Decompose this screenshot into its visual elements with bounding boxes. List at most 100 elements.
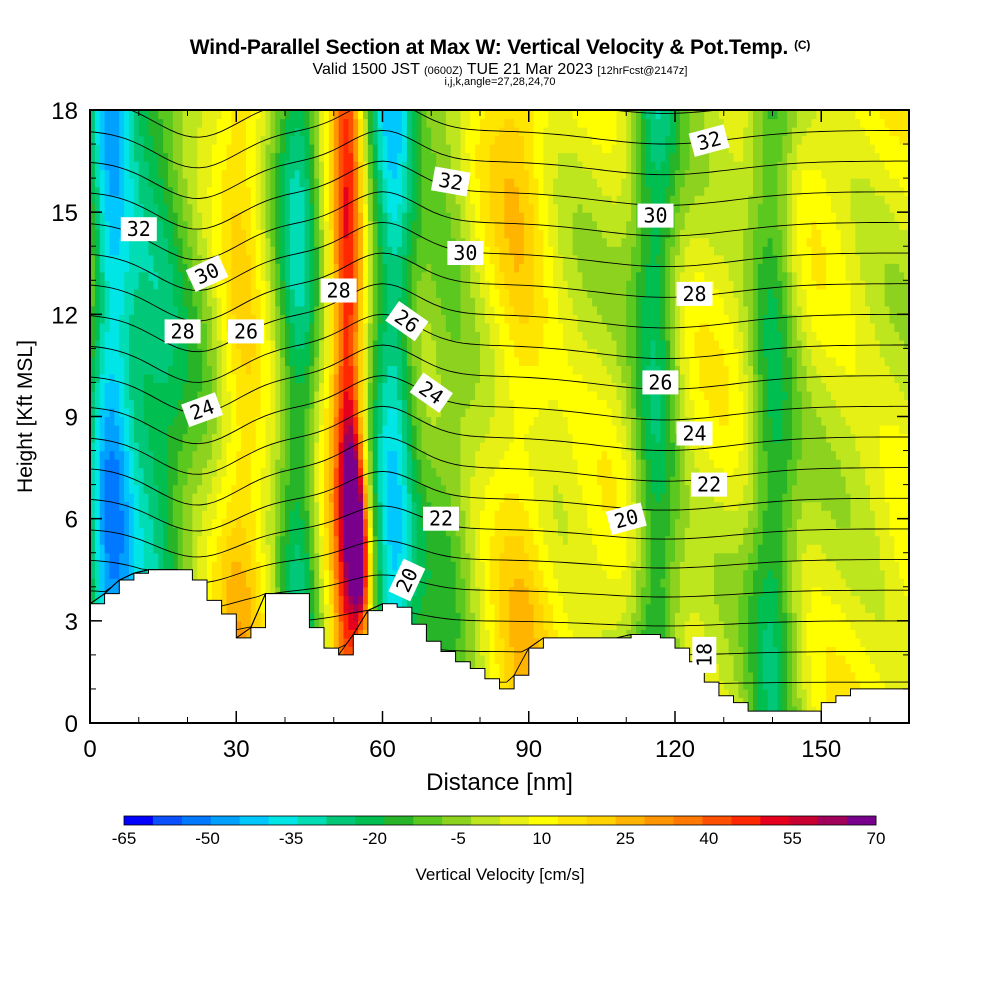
heatmap-cell xyxy=(275,152,281,162)
heatmap-cell xyxy=(367,237,374,247)
heatmap-cell xyxy=(343,399,349,409)
heatmap-cell xyxy=(275,416,281,426)
heatmap-cell xyxy=(265,212,271,222)
heatmap-cell xyxy=(90,510,96,520)
heatmap-cell xyxy=(163,254,169,264)
heatmap-cell xyxy=(129,425,135,435)
heatmap-cell xyxy=(94,501,101,511)
heatmap-cell xyxy=(294,552,301,562)
heatmap-cell xyxy=(168,127,174,137)
heatmap-cell xyxy=(392,527,398,537)
heatmap-cell xyxy=(158,229,164,239)
heatmap-cell xyxy=(211,467,218,477)
heatmap-cell xyxy=(377,442,384,452)
heatmap-cell xyxy=(94,518,101,528)
heatmap-cell xyxy=(138,407,145,418)
heatmap-cell xyxy=(382,263,388,273)
heatmap-cell xyxy=(324,195,330,205)
heatmap-cell xyxy=(216,586,223,596)
heatmap-cell xyxy=(319,322,325,332)
heatmap-cell xyxy=(236,442,242,452)
heatmap-cell xyxy=(333,399,340,409)
heatmap-cell xyxy=(377,246,384,256)
heatmap-cell xyxy=(172,212,179,222)
heatmap-cell xyxy=(124,314,130,324)
heatmap-cell xyxy=(187,467,193,477)
heatmap-cell xyxy=(129,322,135,332)
heatmap-cell xyxy=(109,212,115,222)
heatmap-cell xyxy=(382,186,388,196)
heatmap-cell xyxy=(260,339,267,349)
heatmap-cell xyxy=(314,127,320,137)
heatmap-cell xyxy=(153,552,159,562)
heatmap-cell xyxy=(211,510,218,520)
heatmap-cell xyxy=(260,365,267,375)
heatmap-cell xyxy=(353,578,359,588)
heatmap-cell xyxy=(250,237,257,247)
heatmap-cell xyxy=(187,161,193,171)
heatmap-cell xyxy=(114,373,120,384)
heatmap-cell xyxy=(260,535,267,545)
heatmap-cell xyxy=(367,603,374,613)
heatmap-cell xyxy=(202,373,208,384)
heatmap-cell xyxy=(207,356,213,367)
heatmap-cell xyxy=(221,407,228,418)
heatmap-cell xyxy=(324,382,330,392)
heatmap-cell xyxy=(177,186,184,196)
heatmap-cell xyxy=(270,578,276,588)
heatmap-cell xyxy=(207,518,213,528)
heatmap-cell xyxy=(148,493,154,503)
heatmap-cell xyxy=(109,322,115,332)
heatmap-cell xyxy=(416,110,423,120)
heatmap-cell xyxy=(343,501,349,511)
heatmap-cell xyxy=(324,390,330,401)
heatmap-cell xyxy=(226,348,232,358)
heatmap-cell xyxy=(260,271,267,281)
heatmap-cell xyxy=(270,348,276,358)
heatmap-cell xyxy=(133,365,140,375)
heatmap-cell xyxy=(397,484,403,494)
heatmap-cell xyxy=(421,416,427,426)
heatmap-cell xyxy=(353,152,359,162)
heatmap-cell xyxy=(94,152,101,162)
heatmap-cell xyxy=(246,195,252,205)
heatmap-cell xyxy=(392,450,398,460)
heatmap-cell xyxy=(324,501,330,511)
heatmap-cell xyxy=(348,407,354,418)
heatmap-cell xyxy=(99,195,106,205)
heatmap-cell xyxy=(372,586,379,596)
heatmap-cell xyxy=(363,161,369,171)
heatmap-cell xyxy=(421,425,427,435)
heatmap-cell xyxy=(192,390,198,401)
heatmap-cell xyxy=(236,510,242,520)
heatmap-cell xyxy=(372,339,379,349)
heatmap-cell xyxy=(372,459,379,469)
heatmap-cell xyxy=(363,561,369,571)
heatmap-cell xyxy=(246,144,252,154)
heatmap-cell xyxy=(236,229,242,239)
heatmap-cell xyxy=(109,144,115,154)
heatmap-cell xyxy=(270,169,276,179)
heatmap-cell xyxy=(187,527,193,537)
heatmap-cell xyxy=(353,110,359,120)
heatmap-cell xyxy=(309,169,315,179)
heatmap-cell xyxy=(280,331,286,341)
heatmap-cell xyxy=(333,314,340,324)
heatmap-cell xyxy=(285,144,291,154)
heatmap-cell xyxy=(109,203,115,213)
heatmap-cell xyxy=(265,118,271,128)
heatmap-cell xyxy=(397,169,403,179)
heatmap-cell xyxy=(211,373,218,384)
heatmap-cell xyxy=(177,501,184,511)
heatmap-cell xyxy=(231,178,237,188)
heatmap-cell xyxy=(426,629,432,639)
chart-title: Wind-Parallel Section at Max W: Vertical… xyxy=(189,36,811,59)
heatmap-cell xyxy=(241,561,247,571)
heatmap-cell xyxy=(192,229,198,239)
heatmap-cell xyxy=(406,135,413,145)
heatmap-cell xyxy=(168,476,174,486)
heatmap-cell xyxy=(202,203,208,213)
heatmap-cell xyxy=(265,144,271,154)
heatmap-cell xyxy=(124,552,130,562)
heatmap-cell xyxy=(304,578,310,588)
